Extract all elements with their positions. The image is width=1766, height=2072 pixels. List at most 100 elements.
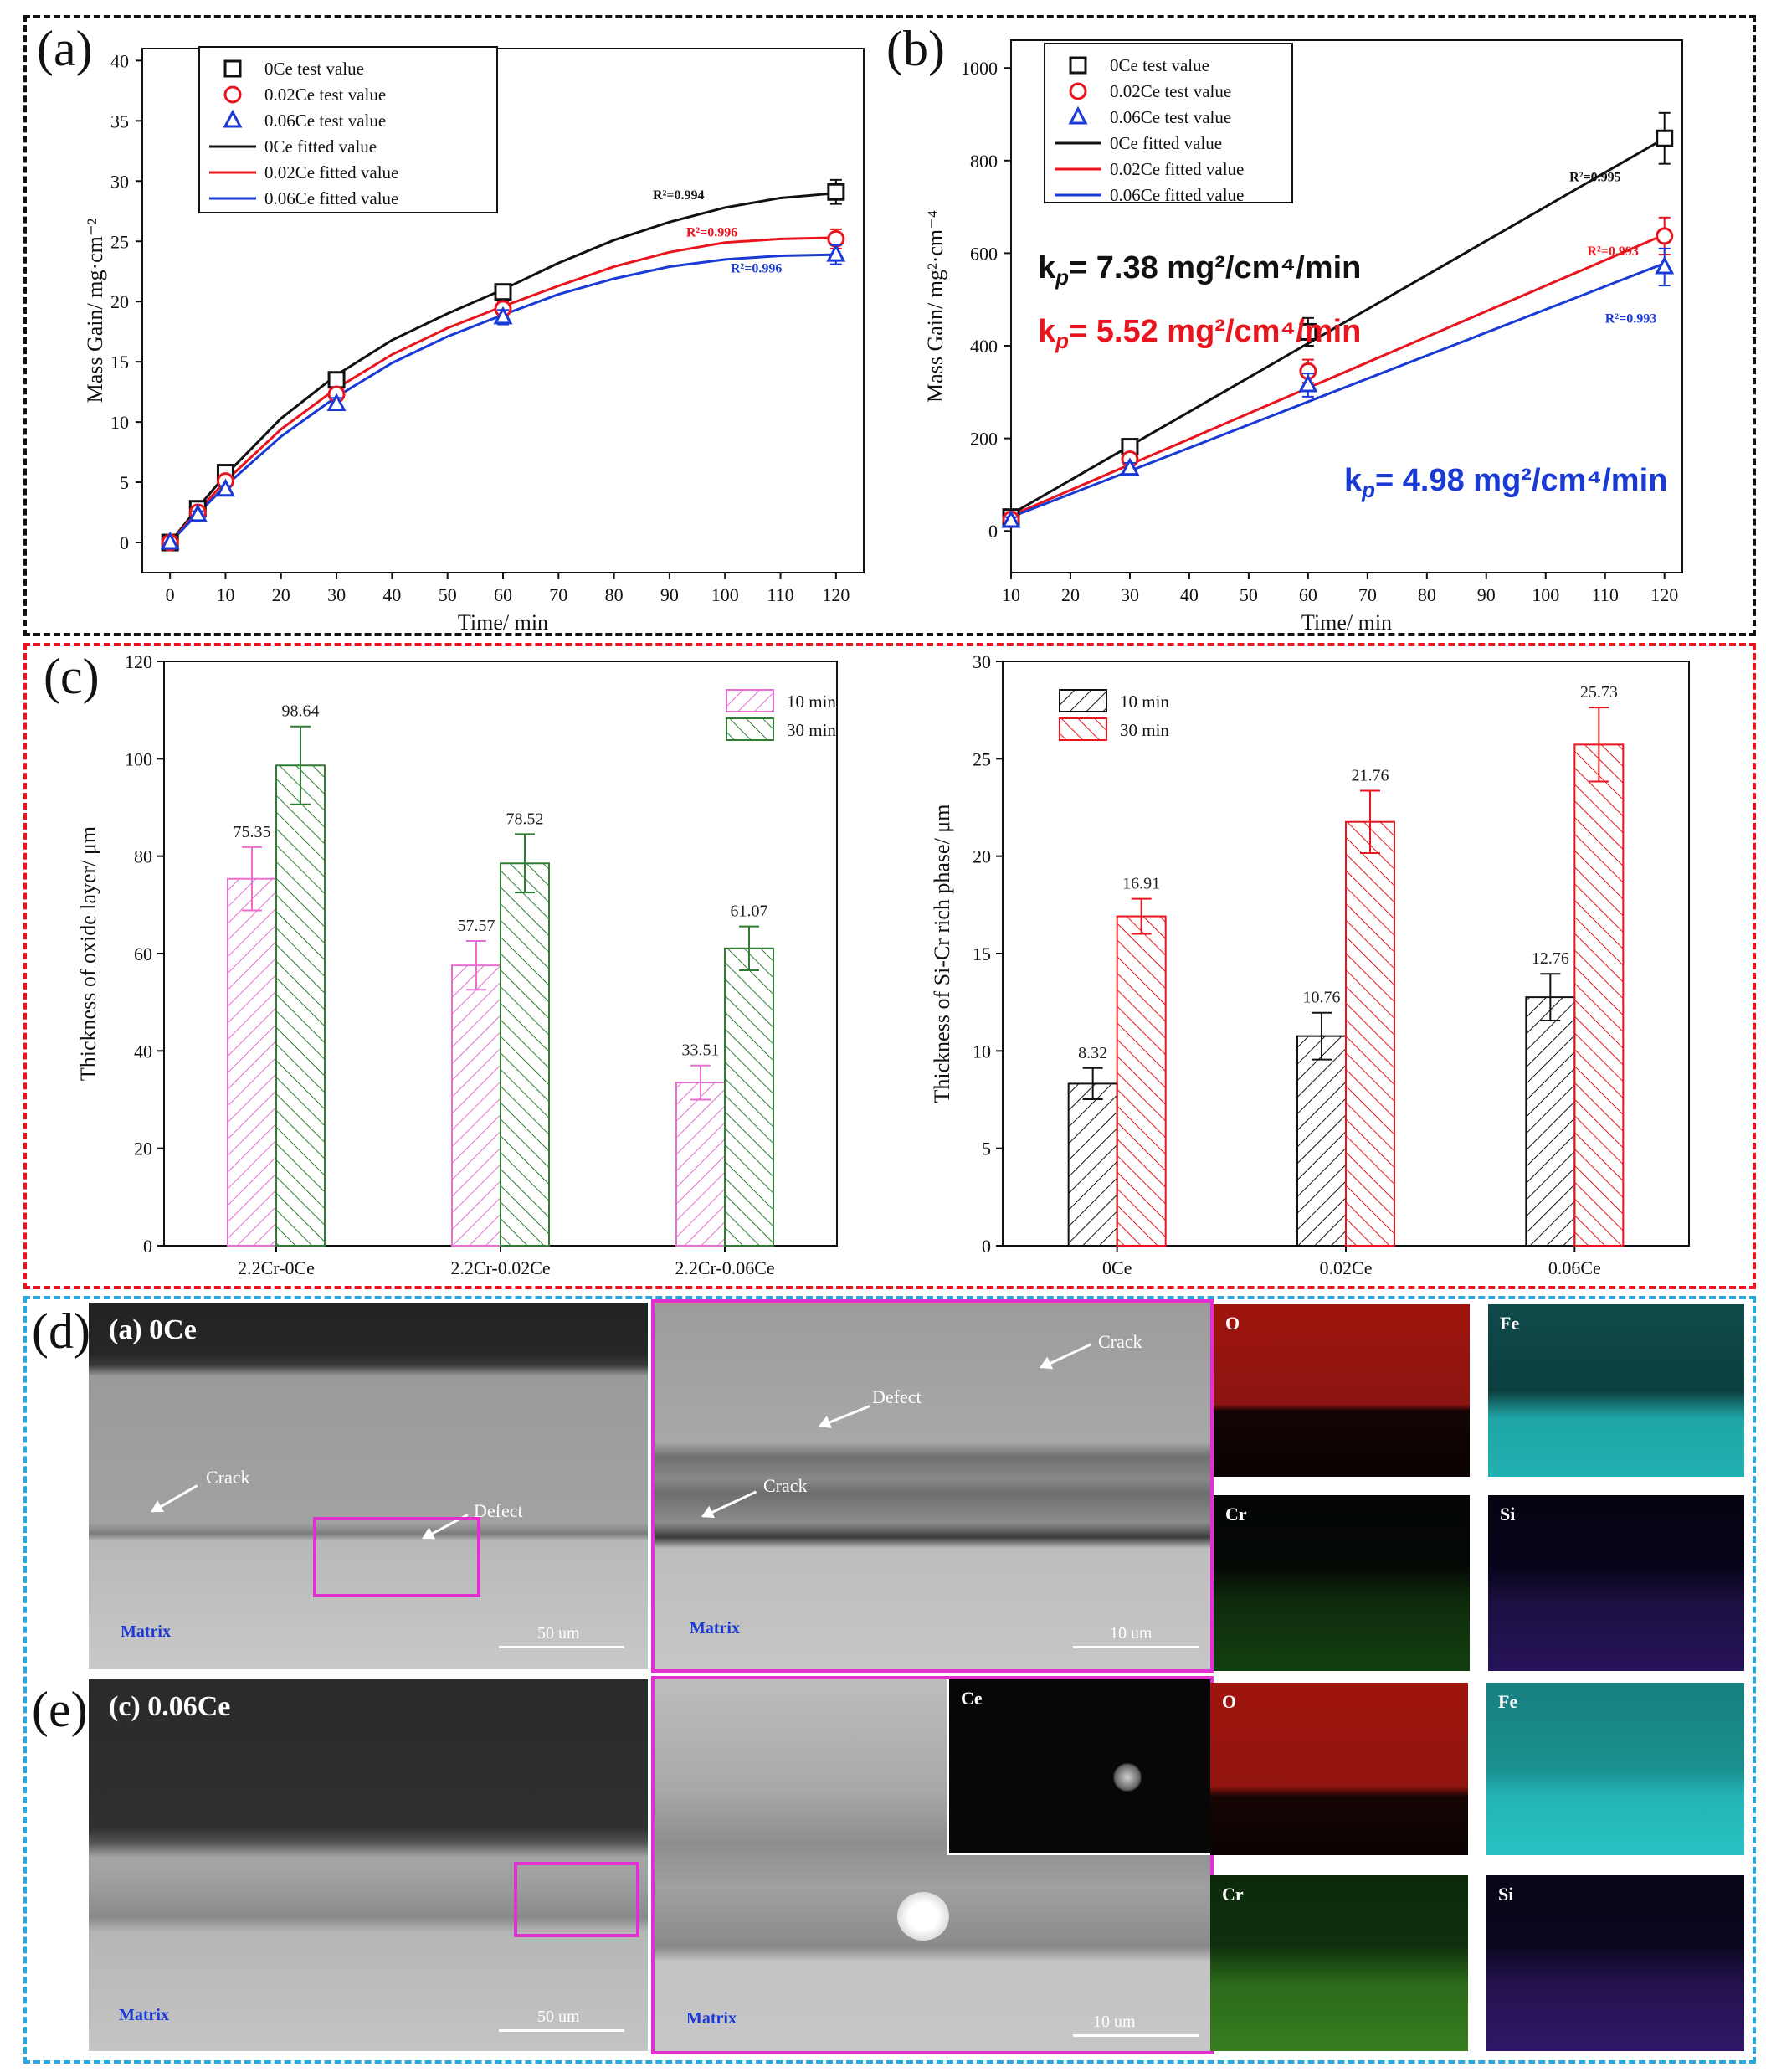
r2-label: R²=0.995 — [1569, 171, 1620, 185]
x-tick-label: 50 — [1240, 584, 1258, 605]
r2-label: R²=0.993 — [1605, 311, 1656, 326]
y-tick-label: 200 — [970, 429, 998, 450]
x-tick-label: 10 — [216, 584, 234, 605]
y-tick-label: 30 — [973, 651, 991, 672]
point-0-02ce-test-value — [1656, 227, 1674, 245]
point-0ce-test-value — [1299, 322, 1317, 341]
sem-d-zoom-defect-label: Defect — [872, 1386, 922, 1407]
y-tick-label: 20 — [973, 846, 991, 867]
bar-30-min — [1345, 820, 1395, 1247]
y-axis-title: Mass Gain/ mg·cm⁻² — [83, 218, 107, 403]
eds-map-e-ce-inset: Ce — [947, 1679, 1210, 1855]
y-tick-label: 25 — [973, 748, 991, 769]
legend-label: 0.02Ce fitted value — [1110, 159, 1244, 179]
x-tick-label: 100 — [711, 584, 739, 605]
sem-d-zoom-defect-arrow — [819, 1405, 870, 1427]
x-tick-label: 100 — [1532, 584, 1559, 605]
point-0-06ce-test-value — [1298, 373, 1318, 393]
panel-c-left-svg: 0 20 40 60 80 100 120 Thickness of oxide layer/… — [76, 651, 838, 1278]
y-tick-label: 35 — [110, 111, 129, 131]
sem-e-zoom-box — [514, 1862, 639, 1937]
y-tick-label: 80 — [134, 846, 152, 867]
legend-label: 10 min — [787, 692, 836, 712]
x-tick-label: 0 — [166, 584, 175, 605]
legend-label: 0.06Ce test value — [1110, 107, 1231, 127]
bar-value-label: 16.91 — [1122, 875, 1160, 893]
point-0-06ce-test-value — [215, 478, 235, 497]
x-tick-label: 2.2Cr-0.06Ce — [675, 1257, 774, 1278]
y-tick-label: 5 — [982, 1139, 991, 1159]
y-tick-label: 400 — [970, 336, 998, 357]
sem-d-zoom-crack-label: Crack — [763, 1475, 808, 1496]
bar-10-min — [675, 1082, 726, 1247]
plot-frame — [1010, 39, 1683, 573]
eds-d-cr-label: Cr — [1225, 1504, 1247, 1524]
sem-d-scale-text: 50 um — [537, 1624, 580, 1643]
eds-map-d-fe: Fe — [1488, 1304, 1744, 1477]
y-tick-label: 5 — [120, 472, 129, 493]
sem-d-matrix-label: Matrix — [121, 1622, 171, 1641]
panel-c-left-chart: 0 20 40 60 80 100 120 Thickness of oxide layer/… — [59, 645, 896, 1298]
panel-c-right-chart: 0 5 10 15 20 25 30 Thickness of Si-Cr rich phas… — [921, 645, 1749, 1298]
x-tick-label: 2.2Cr-0.02Ce — [450, 1257, 550, 1278]
point-0-06ce-test-value — [826, 243, 846, 262]
bar-30-min — [1573, 743, 1625, 1247]
x-tick-label: 70 — [549, 584, 567, 605]
sem-e-bright-particle — [897, 1892, 949, 1941]
x-axis-title: Time/ min — [1301, 610, 1392, 635]
x-tick-label: 120 — [822, 584, 850, 605]
sem-image-e-overview: (c) 0.06Ce Matrix 50 um — [89, 1679, 648, 2051]
panel-c-right-svg: 0 5 10 15 20 25 30 Thickness of Si-Cr rich phas… — [930, 651, 1690, 1278]
sem-e-zoom-scale-bar — [1073, 2034, 1199, 2037]
bar-30-min — [275, 764, 326, 1247]
sem-d-zoom-crack-arrow-top — [1040, 1343, 1092, 1369]
sem-d-title: (a) 0Ce — [109, 1314, 197, 1345]
eds-map-d-o: O — [1214, 1304, 1470, 1477]
eds-map-d-si: Si — [1488, 1495, 1744, 1671]
r2-label: R²=0.993 — [1587, 244, 1638, 259]
y-tick-label: 15 — [110, 352, 129, 373]
x-tick-label: 30 — [327, 584, 346, 605]
fit-line-0ce-fitted-value — [168, 192, 836, 543]
y-tick-label: 25 — [110, 231, 129, 252]
panel-b-svg: 10 20 30 40 50 60 70 80 90 100 110 120 0 200 400 600 800… — [923, 39, 1683, 635]
legend-label: 0.06Ce fitted value — [264, 188, 398, 208]
legend-marker — [223, 109, 243, 128]
bar-value-label: 12.76 — [1532, 949, 1569, 968]
sem-d-zoom-scale-text: 10 um — [1110, 1624, 1153, 1643]
fit-line-0-06ce-fitted-value — [1010, 262, 1666, 519]
r2-label: R²=0.996 — [686, 225, 737, 239]
sem-d-zoom-crack-arrow — [702, 1490, 757, 1518]
y-tick-label: 600 — [970, 243, 998, 264]
sem-image-d-zoom: Crack Defect Crack Matrix 10 um — [651, 1299, 1214, 1673]
fit-line-0-02ce-fitted-value — [1010, 233, 1666, 517]
legend-marker — [223, 85, 242, 104]
x-tick-label: 120 — [1650, 584, 1678, 605]
section-c-border — [23, 643, 1756, 1289]
legend-label: 0.02Ce fitted value — [264, 162, 398, 183]
x-tick-label: 30 — [1121, 584, 1139, 605]
sem-e-zoom-matrix-label: Matrix — [686, 2009, 737, 2028]
sem-e-zoom-scale-text: 10 um — [1093, 2013, 1136, 2031]
sem-image-e-zoom: Ce Matrix 10 um — [651, 1676, 1214, 2054]
legend-label: 0.06Ce fitted value — [1110, 185, 1244, 205]
x-tick-label: 10 — [1002, 584, 1020, 605]
x-tick-label: 60 — [494, 584, 512, 605]
x-tick-label: 0.06Ce — [1548, 1257, 1601, 1278]
eds-d-si-label: Si — [1500, 1504, 1516, 1524]
y-tick-label: 1000 — [961, 58, 998, 79]
eds-e-fe-label: Fe — [1498, 1691, 1518, 1712]
legend-label: 0.02Ce test value — [264, 85, 386, 105]
r2-label: R²=0.994 — [653, 188, 704, 203]
eds-map-e-cr: Cr — [1210, 1875, 1468, 2051]
point-0-06ce-test-value — [1001, 509, 1021, 528]
r2-label: R²=0.996 — [731, 262, 782, 276]
y-axis-title: Mass Gain/ mg²·cm⁻⁴ — [923, 210, 947, 403]
bar-value-label: 78.52 — [506, 810, 544, 828]
sem-e-matrix-label: Matrix — [119, 2006, 169, 2024]
eds-d-o-label: O — [1225, 1313, 1240, 1334]
y-tick-label: 800 — [970, 151, 998, 172]
kp-label: kp= 5.52 mg²/cm⁴/min — [1038, 314, 1361, 353]
y-tick-label: 120 — [125, 651, 152, 672]
x-tick-label: 40 — [382, 584, 401, 605]
